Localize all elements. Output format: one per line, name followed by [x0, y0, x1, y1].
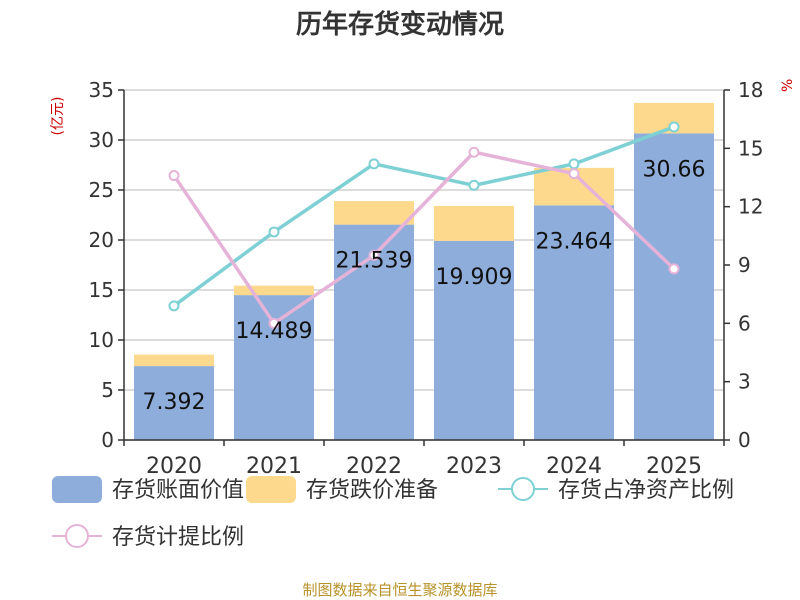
line-point — [168, 300, 180, 312]
legend-marker — [511, 477, 535, 501]
legend-swatch — [246, 476, 296, 503]
left-tick-label: 20 — [89, 228, 114, 252]
line-point — [668, 121, 680, 133]
line-存货计提比例 — [172, 150, 676, 326]
x-tick-label: 2024 — [546, 454, 602, 479]
bar-存货跌价准备 — [134, 354, 214, 367]
legend-marker — [65, 524, 89, 548]
bar-存货账面价值 — [434, 240, 514, 440]
line-存货占净资产比例 — [172, 125, 675, 308]
bar-labels: 7.392 14.489 21.539 19.909 23.464 30.66 — [143, 157, 706, 415]
x-tick-label: 2023 — [446, 454, 502, 479]
bar-存货跌价准备 — [334, 201, 414, 225]
bar-存货账面价值 — [234, 295, 314, 440]
left-tick-label: 10 — [89, 328, 114, 352]
line-point — [368, 158, 380, 170]
left-tick-label: 35 — [89, 78, 114, 102]
left-axis-unit: (亿元) — [50, 97, 66, 136]
left-tick-label: 0 — [101, 428, 114, 452]
gridlines — [124, 89, 724, 441]
right-tick-label: 18 — [738, 78, 763, 102]
left-tick-label: 30 — [89, 128, 114, 152]
line-point — [568, 158, 580, 170]
right-tick-label: 12 — [738, 195, 763, 219]
bar-存货账面价值 — [634, 133, 714, 440]
right-axis-unit: % — [780, 79, 796, 92]
right-tick-label: 0 — [738, 428, 751, 452]
line-point — [568, 168, 580, 180]
bar-value-label: 23.464 — [536, 229, 613, 254]
line-series — [168, 121, 680, 329]
chart-title: 历年存货变动情况 — [296, 9, 504, 40]
line-point — [268, 317, 280, 329]
line-point — [368, 249, 380, 261]
x-tick-label: 2020 — [146, 454, 202, 479]
legend-label: 存货跌价准备 — [306, 478, 438, 503]
right-tick-label: 15 — [738, 136, 763, 160]
x-tick-label: 2025 — [646, 454, 702, 479]
line-point — [468, 179, 480, 191]
bar-value-label: 7.392 — [143, 390, 206, 415]
bar-value-label: 19.909 — [436, 265, 513, 290]
right-tick-label: 3 — [738, 370, 751, 394]
x-tick-label: 2021 — [246, 454, 302, 479]
left-tick-label: 25 — [89, 178, 114, 202]
legend-label: 存货计提比例 — [112, 525, 244, 550]
legend-label: 存货账面价值 — [112, 478, 244, 503]
left-tick-label: 5 — [101, 378, 114, 402]
bar-存货跌价准备 — [234, 285, 314, 296]
line-point — [668, 263, 680, 275]
bar-存货账面价值 — [134, 366, 214, 440]
line-point — [268, 226, 280, 238]
source-note: 制图数据来自恒生聚源数据库 — [302, 581, 497, 599]
x-tick-label: 2022 — [346, 454, 402, 479]
bar-存货账面价值 — [534, 205, 614, 440]
left-tick-label: 15 — [89, 278, 114, 302]
right-tick-label: 9 — [738, 253, 751, 277]
bar-value-label: 14.489 — [236, 319, 313, 344]
legend-label: 存货占净资产比例 — [558, 478, 734, 503]
legend-swatch — [52, 476, 102, 503]
bar-存货跌价准备 — [434, 205, 514, 241]
line-point — [168, 170, 180, 182]
bar-value-label: 30.66 — [643, 157, 706, 182]
right-tick-label: 6 — [738, 311, 751, 335]
bar-value-label: 21.539 — [336, 249, 413, 274]
line-point — [468, 146, 480, 158]
